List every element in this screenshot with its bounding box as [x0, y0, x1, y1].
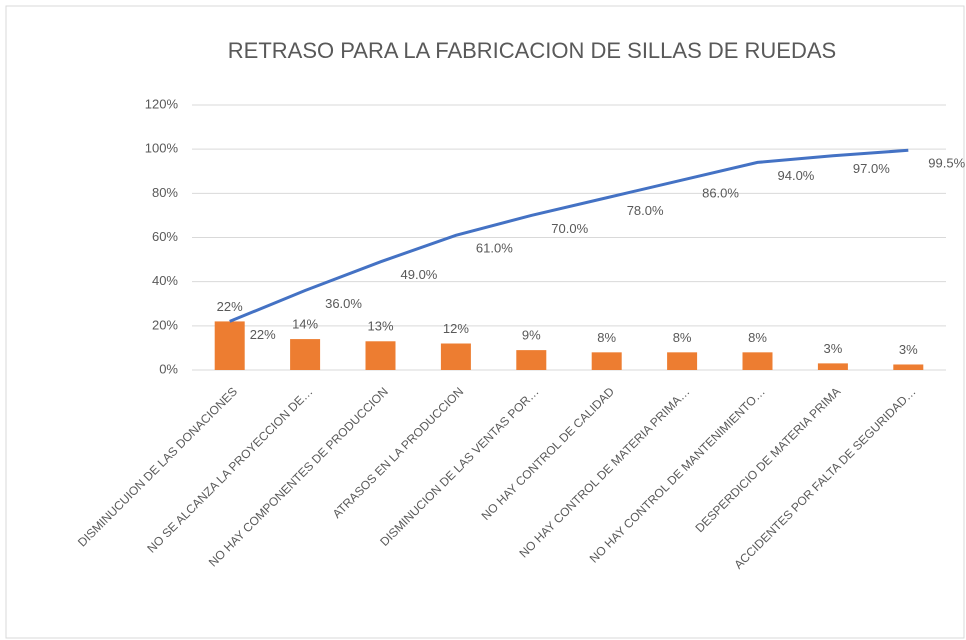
bar-value-label: 14% — [292, 317, 318, 332]
line-value-label: 49.0% — [401, 267, 438, 282]
y-tick-label: 80% — [152, 185, 178, 200]
chart-title: RETRASO PARA LA FABRICACION DE SILLAS DE… — [228, 38, 836, 63]
bar-value-label: 3% — [824, 341, 843, 356]
bar — [516, 350, 547, 370]
y-tick-label: 20% — [152, 317, 178, 332]
bar — [214, 321, 245, 370]
line-value-label: 61.0% — [476, 241, 513, 256]
line-value-label: 97.0% — [853, 161, 890, 176]
line-value-label: 94.0% — [778, 168, 815, 183]
bar — [290, 339, 321, 370]
bar-value-label: 9% — [522, 328, 541, 343]
bar — [893, 364, 924, 370]
bar-value-label: 22% — [217, 299, 243, 314]
y-tick-label: 0% — [159, 361, 178, 376]
line-value-label: 36.0% — [325, 296, 362, 311]
bar — [440, 343, 471, 370]
line-value-label: 22% — [250, 327, 276, 342]
line-value-label: 70.0% — [551, 221, 588, 236]
cumulative-line — [229, 148, 909, 323]
bar-value-label: 12% — [443, 321, 469, 336]
bar — [365, 341, 396, 370]
line-value-label: 78.0% — [627, 203, 664, 218]
bar — [591, 352, 622, 370]
y-tick-label: 60% — [152, 229, 178, 244]
bar — [817, 363, 848, 370]
bar-value-label: 8% — [597, 330, 616, 345]
bar-value-label: 8% — [673, 330, 692, 345]
bar-value-label: 3% — [899, 342, 918, 357]
y-tick-label: 120% — [145, 96, 179, 111]
y-tick-label: 40% — [152, 273, 178, 288]
chart-frame — [5, 5, 965, 639]
line-value-label: 99.5% — [928, 156, 965, 171]
line-value-label: 86.0% — [702, 186, 739, 201]
bar-value-label: 13% — [367, 319, 393, 334]
bar — [667, 352, 698, 370]
bar — [742, 352, 773, 370]
y-tick-label: 100% — [145, 141, 179, 156]
bar-value-label: 8% — [748, 330, 767, 345]
